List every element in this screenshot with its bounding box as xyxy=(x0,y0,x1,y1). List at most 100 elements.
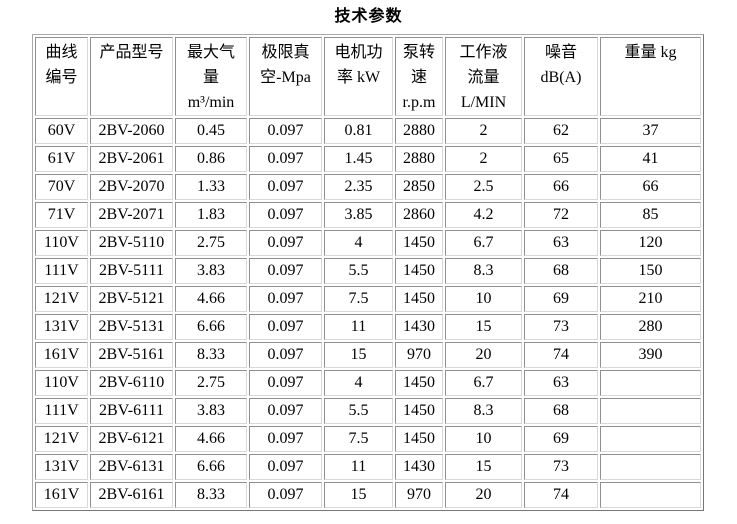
table-cell: 66 xyxy=(600,174,701,200)
table-cell: 63 xyxy=(524,230,598,256)
table-cell: 1430 xyxy=(395,454,443,480)
header-max-air-volume: 最大气 量 m³/min xyxy=(175,37,247,116)
table-cell: 970 xyxy=(395,482,443,508)
table-cell: 1.45 xyxy=(324,146,393,172)
table-cell: 6.7 xyxy=(445,230,522,256)
table-cell: 11 xyxy=(324,454,393,480)
table-cell: 1.33 xyxy=(175,174,247,200)
table-row: 110V 2BV-5110 2.75 0.097 4 1450 6.7 63 120 xyxy=(35,230,701,256)
table-row: 131V 2BV-5131 6.66 0.097 11 1430 15 73 280 xyxy=(35,314,701,340)
table-cell: 4.2 xyxy=(445,202,522,228)
table-header-row: 曲线 编号 产品型号 最大气 量 m³/min 极限真 空-Mpa 电机功 率 … xyxy=(35,37,701,116)
table-cell: 0.097 xyxy=(249,258,322,284)
table-cell: 2BV-2061 xyxy=(90,146,173,172)
header-product-model: 产品型号 xyxy=(90,37,173,116)
table-cell: 2BV-5110 xyxy=(90,230,173,256)
table-cell: 2.35 xyxy=(324,174,393,200)
table-cell: 8.33 xyxy=(175,482,247,508)
table-cell: 121V xyxy=(35,286,88,312)
table-cell: 390 xyxy=(600,342,701,368)
table-cell xyxy=(600,426,701,452)
table-cell: 63 xyxy=(524,370,598,396)
header-noise: 噪音 dB(A) xyxy=(524,37,598,116)
table-cell: 68 xyxy=(524,398,598,424)
table-cell: 66 xyxy=(524,174,598,200)
table-cell: 2850 xyxy=(395,174,443,200)
table-cell xyxy=(600,398,701,424)
table-row: 71V 2BV-2071 1.83 0.097 3.85 2860 4.2 72 85 xyxy=(35,202,701,228)
table-cell: 2BV-6121 xyxy=(90,426,173,452)
page-title: 技术参数 xyxy=(334,8,403,25)
table-cell: 2BV-5131 xyxy=(90,314,173,340)
table-cell: 0.097 xyxy=(249,398,322,424)
table-row: 110V 2BV-6110 2.75 0.097 4 1450 6.7 63 xyxy=(35,370,701,396)
table-cell xyxy=(600,454,701,480)
table-row: 60V 2BV-2060 0.45 0.097 0.81 2880 2 62 37 xyxy=(35,118,701,144)
table-cell: 0.45 xyxy=(175,118,247,144)
table-cell: 161V xyxy=(35,482,88,508)
table-cell: 1450 xyxy=(395,286,443,312)
table-cell: 10 xyxy=(445,426,522,452)
table-cell: 3.83 xyxy=(175,258,247,284)
table-cell: 69 xyxy=(524,286,598,312)
table-cell: 4.66 xyxy=(175,286,247,312)
table-cell: 6.7 xyxy=(445,370,522,396)
table-cell: 120 xyxy=(600,230,701,256)
table-cell: 0.097 xyxy=(249,370,322,396)
table-row: 131V 2BV-6131 6.66 0.097 11 1430 15 73 xyxy=(35,454,701,480)
table-cell: 2BV-6131 xyxy=(90,454,173,480)
table-cell: 15 xyxy=(445,314,522,340)
header-pump-speed: 泵转 速 r.p.m xyxy=(395,37,443,116)
table-row: 121V 2BV-5121 4.66 0.097 7.5 1450 10 69 210 xyxy=(35,286,701,312)
table-cell: 1430 xyxy=(395,314,443,340)
table-cell: 15 xyxy=(324,482,393,508)
table-cell: 280 xyxy=(600,314,701,340)
table-row: 61V 2BV-2061 0.86 0.097 1.45 2880 2 65 41 xyxy=(35,146,701,172)
table-cell: 1450 xyxy=(395,370,443,396)
table-body: 60V 2BV-2060 0.45 0.097 0.81 2880 2 62 37 61V 2BV-… xyxy=(35,118,701,508)
table-cell: 6.66 xyxy=(175,454,247,480)
table-cell: 1450 xyxy=(395,258,443,284)
table-cell: 2 xyxy=(445,146,522,172)
table-cell: 61V xyxy=(35,146,88,172)
table-cell: 0.097 xyxy=(249,146,322,172)
table-cell: 2880 xyxy=(395,118,443,144)
table-cell: 65 xyxy=(524,146,598,172)
table-cell: 11 xyxy=(324,314,393,340)
table-cell: 0.097 xyxy=(249,482,322,508)
table-cell: 1.83 xyxy=(175,202,247,228)
table-row: 121V 2BV-6121 4.66 0.097 7.5 1450 10 69 xyxy=(35,426,701,452)
table-cell: 2BV-5161 xyxy=(90,342,173,368)
table-cell: 2860 xyxy=(395,202,443,228)
table-cell: 2.5 xyxy=(445,174,522,200)
table-cell: 0.097 xyxy=(249,426,322,452)
table-cell: 74 xyxy=(524,342,598,368)
table-cell: 2BV-5121 xyxy=(90,286,173,312)
table-cell: 1450 xyxy=(395,230,443,256)
table-cell: 2BV-6111 xyxy=(90,398,173,424)
table-cell: 210 xyxy=(600,286,701,312)
table-cell: 73 xyxy=(524,314,598,340)
table-cell: 2.75 xyxy=(175,230,247,256)
table-cell: 5.5 xyxy=(324,398,393,424)
table-cell: 150 xyxy=(600,258,701,284)
table-cell: 111V xyxy=(35,398,88,424)
table-cell: 110V xyxy=(35,370,88,396)
table-cell: 3.85 xyxy=(324,202,393,228)
table-cell: 60V xyxy=(35,118,88,144)
table-cell: 7.5 xyxy=(324,286,393,312)
table-cell: 0.097 xyxy=(249,174,322,200)
table-row: 161V 2BV-5161 8.33 0.097 15 970 20 74 390 xyxy=(35,342,701,368)
header-ultimate-vacuum: 极限真 空-Mpa xyxy=(249,37,322,116)
table-cell: 0.097 xyxy=(249,118,322,144)
table-cell xyxy=(600,370,701,396)
table-cell: 2BV-6110 xyxy=(90,370,173,396)
table-cell: 71V xyxy=(35,202,88,228)
table-cell: 0.097 xyxy=(249,314,322,340)
table-cell: 8.3 xyxy=(445,258,522,284)
table-row: 111V 2BV-6111 3.83 0.097 5.5 1450 8.3 68 xyxy=(35,398,701,424)
table-cell: 121V xyxy=(35,426,88,452)
table-cell: 2BV-5111 xyxy=(90,258,173,284)
table-cell: 8.3 xyxy=(445,398,522,424)
table-cell: 5.5 xyxy=(324,258,393,284)
